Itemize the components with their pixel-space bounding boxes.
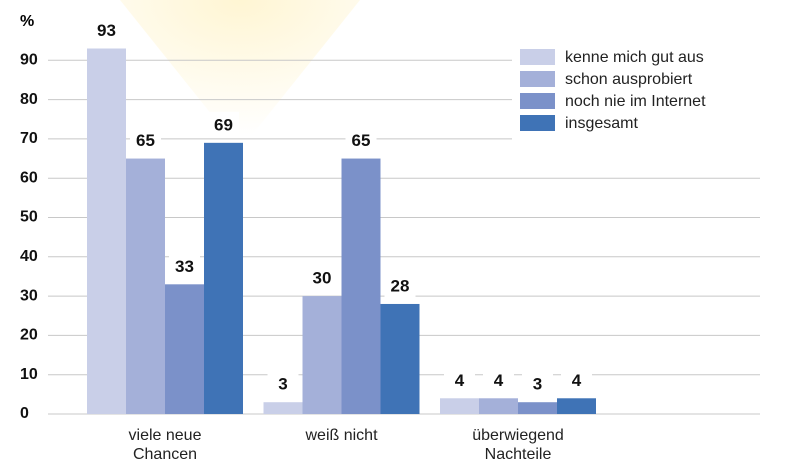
y-tick-label: 20	[20, 327, 38, 344]
x-tick-label: überwiegend Nachteile	[472, 427, 564, 463]
value-label: 4	[455, 371, 465, 390]
bar	[380, 303, 420, 414]
y-tick-label: 0	[20, 405, 29, 422]
value-label-bg	[306, 265, 338, 292]
value-label-bg	[444, 367, 475, 394]
legend-swatch	[520, 49, 555, 65]
legend-swatch	[520, 93, 555, 109]
value-label: 30	[313, 269, 332, 288]
bar	[263, 402, 303, 414]
bar	[204, 142, 243, 414]
y-tick-label: 90	[20, 52, 38, 69]
bar	[341, 158, 381, 414]
y-tick-label: 70	[20, 130, 38, 147]
y-tick-label: 50	[20, 209, 38, 226]
x-tick-label: weiß nicht	[305, 427, 378, 444]
bar	[479, 398, 518, 414]
y-axis-label: %	[20, 13, 34, 30]
y-tick-label: 60	[20, 169, 38, 186]
bar	[440, 398, 479, 414]
value-label-bg	[345, 127, 377, 154]
value-label: 33	[175, 257, 194, 276]
value-label-bg	[561, 367, 592, 394]
y-tick-label: 80	[20, 91, 38, 108]
bar	[87, 48, 126, 414]
value-label-bg	[169, 253, 200, 280]
bar	[126, 158, 165, 414]
legend-swatch	[520, 71, 555, 87]
y-tick-label: 10	[20, 366, 38, 383]
value-label: 3	[533, 375, 542, 394]
glow-decoration	[120, 0, 360, 150]
value-label: 65	[136, 131, 155, 150]
value-label-bg	[267, 371, 299, 398]
value-label: 3	[278, 375, 287, 394]
value-label: 4	[494, 371, 504, 390]
legend-label: noch nie im Internet	[565, 93, 706, 110]
value-label-bg	[208, 111, 239, 138]
bar	[165, 284, 204, 414]
value-label-bg	[130, 127, 161, 154]
value-label-bg	[384, 272, 416, 299]
value-label-bg	[522, 371, 553, 398]
bar	[518, 402, 557, 414]
bar	[302, 296, 342, 414]
value-label: 65	[352, 131, 371, 150]
legend-swatch	[520, 115, 555, 131]
y-tick-label: 30	[20, 287, 38, 304]
x-tick-label: viele neue Chancen	[128, 427, 202, 463]
value-label: 93	[97, 21, 116, 40]
value-label: 4	[572, 371, 582, 390]
legend-label: schon ausprobiert	[565, 71, 693, 88]
value-label: 69	[214, 115, 233, 134]
y-tick-label: 40	[20, 248, 38, 265]
legend-label: insgesamt	[565, 115, 638, 132]
legend-label: kenne mich gut aus	[565, 49, 704, 66]
value-label: 28	[391, 276, 410, 295]
bar	[557, 398, 596, 414]
value-label-bg	[483, 367, 514, 394]
value-label-bg	[91, 17, 122, 44]
